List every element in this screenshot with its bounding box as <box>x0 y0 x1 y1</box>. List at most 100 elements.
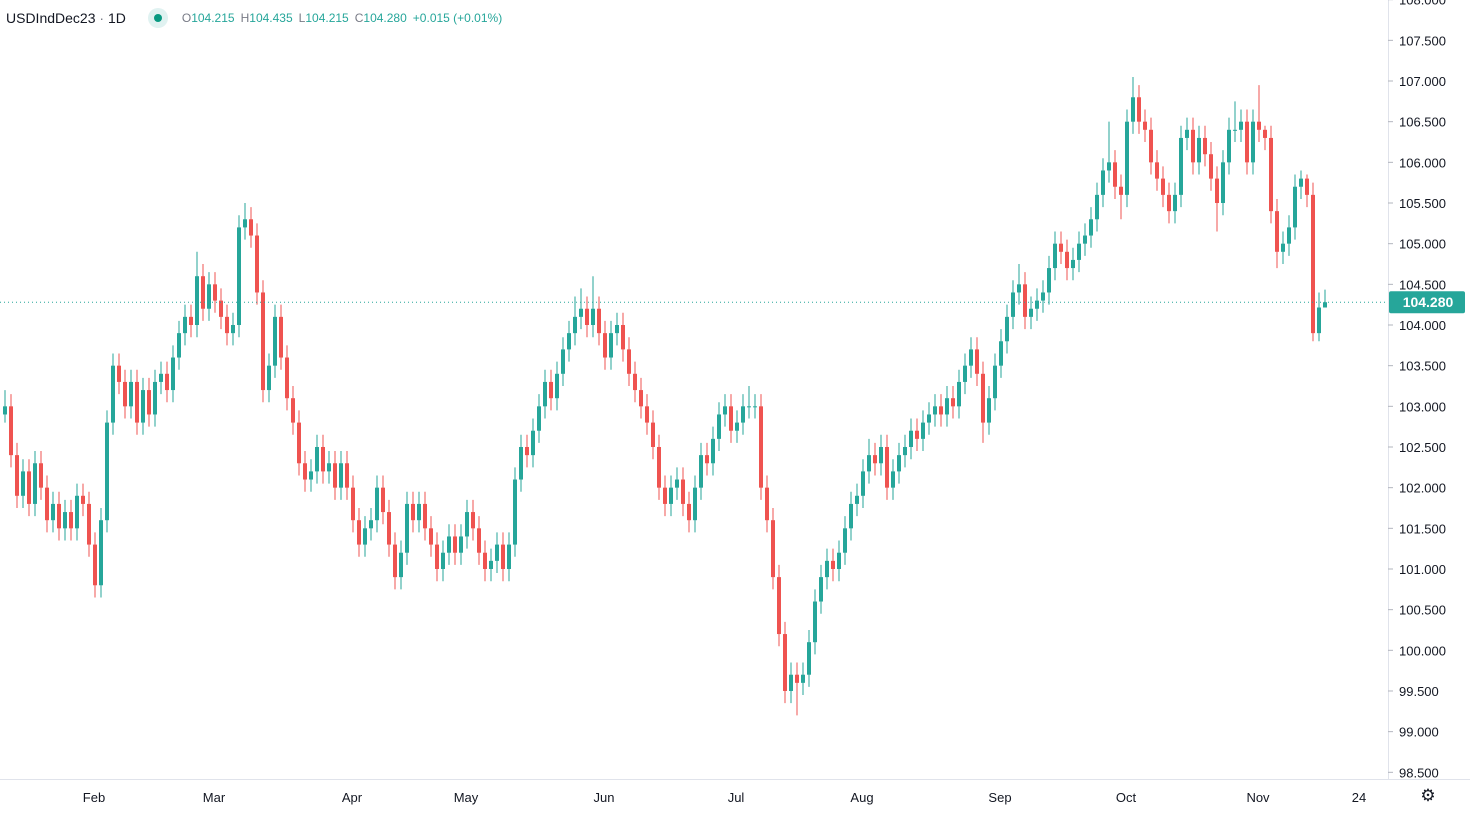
candle-body <box>561 349 565 374</box>
candle <box>207 272 211 321</box>
candle-body <box>1107 162 1111 171</box>
candle-body <box>843 528 847 553</box>
candle <box>1137 85 1141 134</box>
candle <box>447 524 451 565</box>
candle <box>681 467 685 517</box>
candle-body <box>1185 129 1189 138</box>
candle-body <box>1095 194 1099 220</box>
time-axis[interactable]: Feb Mar Apr May Jun Jul Aug Sep Oct Nov 24 <box>83 790 1366 805</box>
price-tick-label: 98.500 <box>1399 765 1439 780</box>
candle <box>1149 117 1153 175</box>
candle <box>27 459 31 517</box>
candle <box>915 418 919 452</box>
candle <box>771 507 775 590</box>
candle <box>339 451 343 500</box>
candle-body <box>339 463 343 488</box>
candle-body <box>1179 137 1183 195</box>
candle <box>867 438 871 484</box>
candle-body <box>729 406 733 431</box>
candle <box>585 296 589 338</box>
candle-body <box>597 308 601 334</box>
candle <box>801 662 805 696</box>
candle <box>1209 142 1213 191</box>
candle <box>387 499 391 557</box>
candle <box>1011 280 1015 330</box>
candle <box>351 475 355 533</box>
candle-body <box>69 512 73 529</box>
candle-body <box>795 674 799 683</box>
candle-body <box>279 316 283 358</box>
candle <box>1245 109 1249 175</box>
candle <box>603 320 607 370</box>
candle <box>63 499 67 541</box>
candle-body <box>1305 178 1309 195</box>
candle <box>549 369 553 411</box>
candle <box>297 410 301 476</box>
interval-label: 1D <box>107 10 126 26</box>
candle-body <box>417 503 421 521</box>
candle <box>177 320 181 370</box>
candle-body <box>753 406 757 408</box>
candle <box>975 337 979 386</box>
candle-body <box>393 544 397 578</box>
candle <box>969 337 973 378</box>
candle-body <box>603 333 607 358</box>
candle <box>717 402 721 452</box>
candle <box>1107 121 1111 183</box>
candle <box>921 410 925 452</box>
change-value: +0.015 (+0.01%) <box>412 11 503 25</box>
candle-body <box>591 308 595 325</box>
candle-body <box>1137 97 1141 122</box>
symbol-title[interactable]: USDIndDec23 · 1D <box>6 10 126 26</box>
candle-body <box>615 325 619 334</box>
candle-body <box>1275 211 1279 252</box>
candle-body <box>231 325 235 334</box>
gear-icon[interactable]: ⚙ <box>1420 786 1436 805</box>
candle <box>861 459 865 508</box>
candle <box>231 312 235 346</box>
candle-body <box>303 463 307 480</box>
candle <box>789 662 793 704</box>
candle-body <box>1143 121 1147 130</box>
candle-body <box>39 463 43 488</box>
candle <box>279 304 283 370</box>
ohlc-values: O104.215 H104.435 L104.215 C104.280 +0.0… <box>182 11 502 25</box>
candle <box>69 499 73 541</box>
candle-body <box>147 390 151 415</box>
candle-body <box>885 446 889 488</box>
candle <box>1317 292 1321 342</box>
candle <box>99 507 103 598</box>
candle-body <box>1251 121 1255 163</box>
candle <box>1251 109 1255 175</box>
candle-body <box>585 308 589 325</box>
candle <box>201 264 205 321</box>
candle <box>21 459 25 508</box>
candle <box>723 394 727 427</box>
candle-body <box>1071 259 1075 269</box>
candle-body <box>177 333 181 358</box>
candle-body <box>267 365 271 391</box>
candle-body <box>1269 137 1273 212</box>
separator: · <box>99 10 105 26</box>
market-status-dot-icon[interactable] <box>147 8 168 28</box>
candle-body <box>1197 137 1201 163</box>
candle-body <box>525 446 529 456</box>
price-axis[interactable]: 98.500 99.000 99.500 100.000 100.500 101.000 1… <box>1388 0 1446 780</box>
time-tick-label: Jun <box>594 790 615 805</box>
candle <box>165 361 169 403</box>
candle <box>39 451 43 500</box>
candle <box>459 524 463 565</box>
candle-body <box>801 674 805 683</box>
candle-body <box>75 495 79 529</box>
candle-body <box>927 414 931 423</box>
candle-body <box>423 503 427 529</box>
candle <box>813 589 817 655</box>
candle <box>1089 207 1093 248</box>
candle-body <box>639 390 643 407</box>
candle-body <box>573 316 577 334</box>
candle-body <box>1263 129 1267 138</box>
candle <box>597 296 601 346</box>
candle-body <box>357 520 361 545</box>
candle-body <box>351 487 355 521</box>
